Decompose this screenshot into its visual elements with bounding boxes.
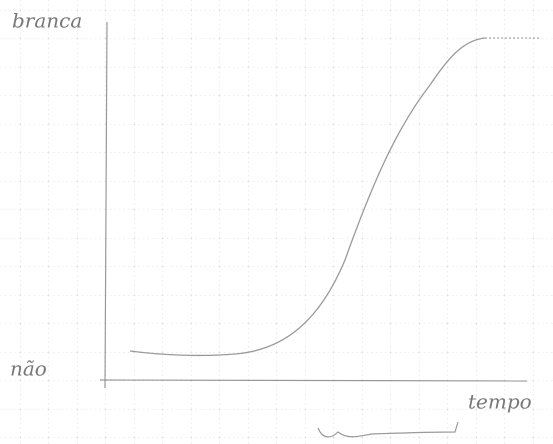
page: branca não tempo (() => { const data = J… bbox=[0, 0, 553, 444]
y-top-label: branca bbox=[12, 9, 82, 33]
graph-grid bbox=[0, 0, 553, 444]
y-bottom-label: não bbox=[10, 357, 47, 381]
x-axis-label: tempo bbox=[468, 390, 532, 414]
sketch: branca não tempo bbox=[0, 0, 553, 444]
